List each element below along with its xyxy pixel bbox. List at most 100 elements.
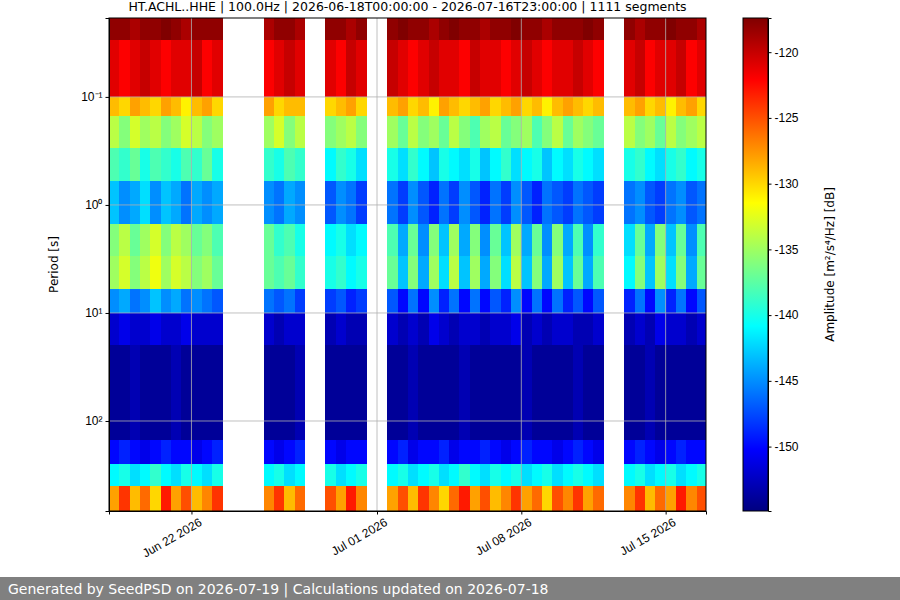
heatmap-cell [346,256,357,289]
heatmap-cell [552,18,563,41]
heatmap-cell [439,440,450,464]
heatmap-cell [325,464,336,486]
heatmap-cell [459,181,470,224]
heatmap-cell [109,40,120,97]
heatmap-cell [119,18,130,41]
y-axis: 10⁻¹10⁰10¹10² [81,19,109,512]
heatmap-cell [645,313,656,346]
y-tick-mark [106,205,110,206]
heatmap-cell [264,440,275,464]
heatmap-cell [501,97,512,116]
heatmap-cell [109,440,120,464]
heatmap-cell [521,40,532,97]
heatmap-cell [398,486,409,511]
heatmap-cell [563,256,574,289]
heatmap-cell [480,486,491,511]
heatmap-cell [109,289,120,313]
colorbar-axis-line [769,19,772,512]
heatmap-cell [274,345,285,440]
colorbar [743,18,768,511]
heatmap-cell [666,40,677,97]
heatmap-cell [181,97,192,116]
heatmap-cell [686,313,697,346]
heatmap-cell [686,464,697,486]
colorbar-axis: -150-145-140-135-130-125-120 [768,19,799,512]
heatmap-cell [150,18,161,41]
heatmap-cell [470,40,481,97]
heatmap-cell [645,97,656,116]
heatmap-cell [429,313,440,346]
heatmap-cell [408,464,419,486]
heatmap-cell [573,464,584,486]
heatmap-cell [295,256,306,289]
heatmap-cell [356,256,367,289]
heatmap-cell [418,440,429,464]
heatmap-cell [563,40,574,97]
colorbar-tick-label: -140 [775,308,799,322]
heatmap-cell [387,40,398,97]
heatmap-cell [635,116,646,149]
heatmap-cell [408,440,419,464]
heatmap-cell [171,148,182,181]
heatmap-cell [398,256,409,289]
heatmap-cell [490,148,501,181]
heatmap-cell [490,313,501,346]
heatmap-cell [295,486,306,511]
heatmap-cell [449,313,460,346]
heatmap-cell [387,289,398,313]
heatmap-cell [356,181,367,224]
heatmap-cell [191,18,202,41]
heatmap-cell [191,289,202,313]
heatmap-cell [470,224,481,257]
chart-root: Jun 22 2026Jul 01 2026Jul 08 2026Jul 15 … [0,0,900,600]
heatmap-cell [480,224,491,257]
heatmap-cell [336,289,347,313]
heatmap-cell [191,40,202,97]
heatmap-cell [563,345,574,440]
heatmap-cell [666,440,677,464]
heatmap-cell [542,40,553,97]
heatmap-cell [181,18,192,41]
heatmap-cell [645,148,656,181]
heatmap-cell [171,40,182,97]
heatmap-cell [624,464,635,486]
heatmap-cell [697,313,706,346]
heatmap-cell [398,18,409,41]
heatmap-cell [346,18,357,41]
heatmap-cell [501,313,512,346]
heatmap-cell [645,289,656,313]
heatmap-cell [459,464,470,486]
heatmap-cell [635,345,646,440]
heatmap-cell [387,464,398,486]
heatmap-cell [130,181,141,224]
heatmap-cell [202,181,213,224]
heatmap-cell [418,256,429,289]
heatmap-cell [346,148,357,181]
heatmap-cell [191,181,202,224]
heatmap-cell [336,40,347,97]
heatmap-cell [676,181,687,224]
grid-line [109,96,706,97]
heatmap-cell [593,486,604,511]
heatmap-cell [418,464,429,486]
heatmap-cell [274,440,285,464]
heatmap-cell [563,464,574,486]
x-axis: Jun 22 2026Jul 01 2026Jul 08 2026Jul 15 … [110,511,707,560]
heatmap-cell [563,289,574,313]
heatmap-cell [212,40,223,97]
heatmap-cell [470,181,481,224]
heatmap-cell [346,181,357,224]
heatmap-cell [470,464,481,486]
heatmap-cell [387,486,398,511]
heatmap-cell [542,440,553,464]
heatmap-cell [676,256,687,289]
heatmap-cell [635,440,646,464]
heatmap-cell [511,18,522,41]
heatmap-cell [480,18,491,41]
heatmap-cell [295,18,306,41]
colorbar-tick: -135 [768,243,799,257]
heatmap-cell [449,486,460,511]
heatmap-cell [408,486,419,511]
heatmap-cell [655,440,666,464]
heatmap-cell [295,345,306,440]
